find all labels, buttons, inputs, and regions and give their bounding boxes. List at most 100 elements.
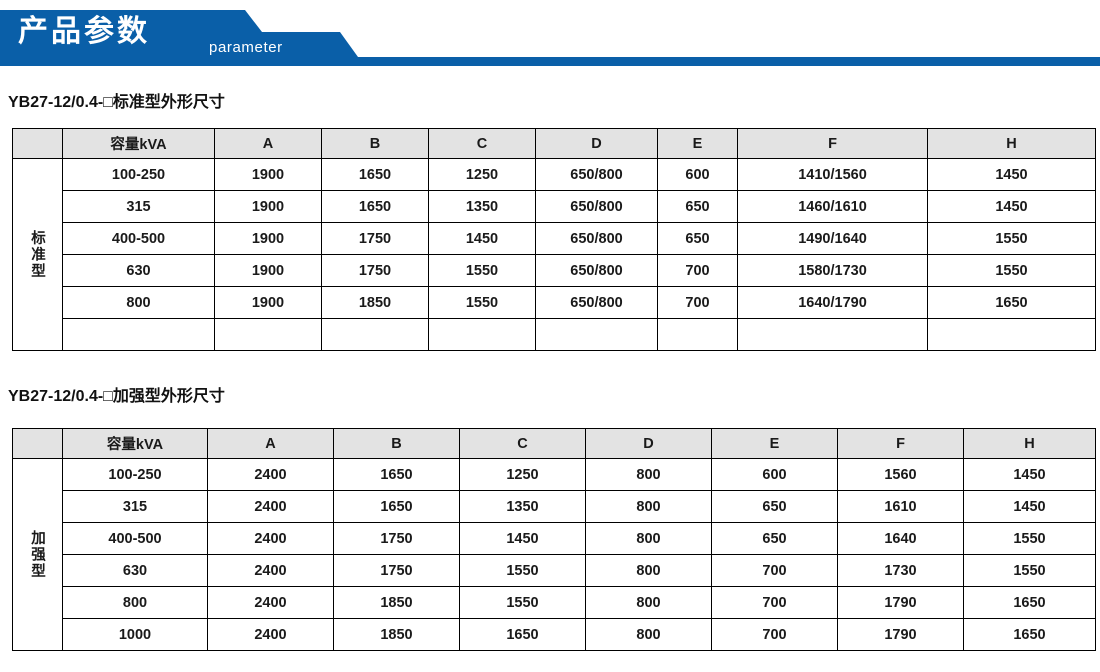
table-cell: 650 [711,490,838,523]
table-cell: 1900 [214,222,322,255]
table-corner-cell [12,428,63,459]
table-corner-cell [12,128,63,159]
table-row: 800 1900 1850 1550 650/800 700 1640/1790… [13,286,1096,319]
table-cell: 800 [585,618,712,651]
table-cell: 700 [711,618,838,651]
table-cell [428,318,536,351]
table-cell [657,318,738,351]
column-header: A [214,128,322,159]
table-cell: 100-250 [62,158,215,191]
table-row: 加强型 100-250 2400 1650 1250 800 600 1560 … [12,458,1096,651]
table-header-row: 容量kVA A B C D E F H [12,428,1096,459]
table-cell [737,318,928,351]
table-cell: 1450 [963,490,1096,523]
table-cell: 315 [62,190,215,223]
row-group-label: 标准型 [12,158,63,351]
table-cell: 1650 [459,618,586,651]
table-cell: 1850 [333,586,460,619]
table-cell: 1850 [321,286,429,319]
table-cell: 2400 [207,490,334,523]
column-header: 容量kVA [62,128,215,159]
table-cell: 600 [711,458,838,491]
spec-table-standard-wrapper: 容量kVA A B C D E F H 标准型 100-250 1900 165… [12,128,1096,351]
table-cell: 1460/1610 [737,190,928,223]
table-cell: 700 [657,286,738,319]
table-row: 400-500 1900 1750 1450 650/800 650 1490/… [13,222,1096,255]
table-row: 400-500 2400 1750 1450 800 650 1640 1550 [13,522,1096,555]
table-cell: 1250 [428,158,536,191]
table-cell: 1450 [927,190,1096,223]
column-header: D [535,128,658,159]
table-cell: 1730 [837,554,964,587]
table-cell: 400-500 [62,222,215,255]
table-cell: 1450 [428,222,536,255]
table-cell: 800 [585,522,712,555]
table-cell: 800 [62,586,208,619]
table-cell: 1650 [963,586,1096,619]
table-cell: 1550 [459,586,586,619]
table-cell: 1790 [837,586,964,619]
table-cell: 1650 [321,190,429,223]
table-cell: 1550 [927,254,1096,287]
table-cell: 650 [711,522,838,555]
table-cell: 1350 [459,490,586,523]
table-cell: 650 [657,190,738,223]
row-group-label: 加强型 [12,458,63,651]
column-header: B [333,428,460,459]
column-header: F [737,128,928,159]
column-header: C [459,428,586,459]
page-banner: 产品参数 parameter [0,0,1100,68]
table-cell: 1610 [837,490,964,523]
column-header: E [657,128,738,159]
spec-table-enhanced: 容量kVA A B C D E F H 加强型 100-250 2400 165… [12,428,1096,651]
table-body-enhanced: 加强型 100-250 2400 1650 1250 800 600 1560 … [12,458,1096,651]
table-cell: 1640/1790 [737,286,928,319]
table-cell: 1900 [214,158,322,191]
table-cell [62,318,215,351]
table-cell: 800 [585,586,712,619]
table-cell: 650/800 [535,190,658,223]
table-cell: 800 [585,458,712,491]
table-cell: 1250 [459,458,586,491]
table-head-enhanced: 容量kVA A B C D E F H [12,428,1096,459]
section-title-enhanced: YB27-12/0.4-□加强型外形尺寸 [8,388,225,405]
table-cell: 1450 [927,158,1096,191]
table-cell: 650 [657,222,738,255]
column-header: H [927,128,1096,159]
column-header: H [963,428,1096,459]
table-cell: 1900 [214,286,322,319]
table-row: 630 1900 1750 1550 650/800 700 1580/1730… [13,254,1096,287]
table-cell: 2400 [207,618,334,651]
section-title-standard: YB27-12/0.4-□标准型外形尺寸 [8,94,225,111]
table-cell: 650/800 [535,254,658,287]
table-cell: 630 [62,554,208,587]
table-cell: 2400 [207,458,334,491]
table-head-standard: 容量kVA A B C D E F H [12,128,1096,159]
table-cell: 1790 [837,618,964,651]
table-cell [214,318,322,351]
table-cell: 315 [62,490,208,523]
table-cell [321,318,429,351]
table-cell: 1850 [333,618,460,651]
table-row: 标准型 100-250 1900 1650 1250 650/800 600 1… [12,158,1096,351]
table-cell: 400-500 [62,522,208,555]
banner-title-en: parameter [209,39,283,56]
table-cell: 1900 [214,190,322,223]
table-row: 1000 2400 1850 1650 800 700 1790 1650 [13,618,1096,651]
table-cell: 1650 [333,458,460,491]
table-cell: 1450 [459,522,586,555]
table-cell: 1750 [333,522,460,555]
table-row: 315 1900 1650 1350 650/800 650 1460/1610… [13,190,1096,223]
table-cell: 1650 [927,286,1096,319]
table-cell: 1560 [837,458,964,491]
table-row: 800 2400 1850 1550 800 700 1790 1650 [13,586,1096,619]
table-cell: 1580/1730 [737,254,928,287]
table-cell: 1650 [333,490,460,523]
table-cell: 700 [657,254,738,287]
table-cell: 650/800 [535,222,658,255]
table-cell: 1900 [214,254,322,287]
table-cell: 800 [585,554,712,587]
table-cell: 1450 [963,458,1096,491]
table-cell: 800 [585,490,712,523]
banner-shape-path [0,10,1100,66]
